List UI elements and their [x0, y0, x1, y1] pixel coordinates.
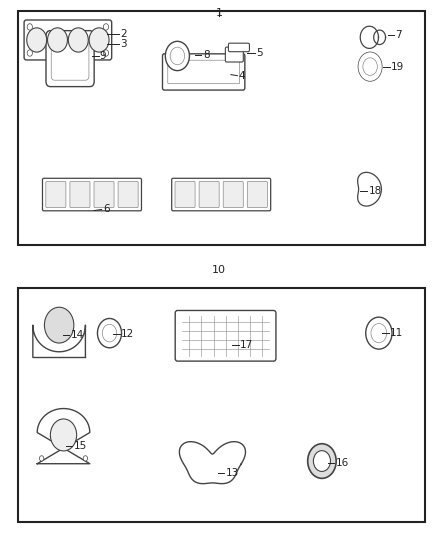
- Circle shape: [371, 324, 387, 343]
- Text: 4: 4: [239, 71, 245, 80]
- Circle shape: [103, 50, 109, 56]
- Circle shape: [89, 28, 109, 52]
- Text: 2: 2: [120, 29, 127, 38]
- FancyBboxPatch shape: [168, 60, 240, 84]
- Bar: [18, 288, 425, 522]
- Polygon shape: [360, 26, 378, 49]
- Circle shape: [27, 50, 32, 56]
- Circle shape: [44, 307, 74, 343]
- Circle shape: [314, 451, 330, 472]
- Text: 9: 9: [100, 51, 106, 61]
- FancyBboxPatch shape: [46, 181, 66, 207]
- Text: 16: 16: [336, 458, 349, 467]
- Text: 7: 7: [396, 30, 402, 40]
- FancyBboxPatch shape: [247, 181, 267, 207]
- FancyBboxPatch shape: [46, 30, 94, 86]
- Circle shape: [83, 456, 88, 461]
- Text: 13: 13: [226, 469, 239, 478]
- Text: 12: 12: [121, 329, 134, 339]
- Circle shape: [103, 23, 109, 30]
- Text: 1: 1: [215, 8, 223, 18]
- FancyBboxPatch shape: [24, 20, 112, 60]
- Polygon shape: [374, 30, 385, 45]
- Circle shape: [27, 28, 46, 52]
- Text: 11: 11: [390, 328, 403, 338]
- FancyBboxPatch shape: [118, 181, 138, 207]
- Circle shape: [50, 419, 77, 451]
- FancyBboxPatch shape: [42, 178, 141, 211]
- FancyBboxPatch shape: [226, 47, 244, 62]
- Text: 10: 10: [212, 265, 226, 275]
- Text: 3: 3: [120, 39, 127, 49]
- FancyBboxPatch shape: [175, 310, 276, 361]
- Text: 15: 15: [74, 441, 87, 451]
- Text: 19: 19: [391, 62, 404, 71]
- FancyBboxPatch shape: [175, 181, 195, 207]
- Circle shape: [27, 23, 32, 30]
- Text: 8: 8: [203, 51, 209, 60]
- Polygon shape: [37, 409, 90, 464]
- Text: 14: 14: [71, 330, 84, 340]
- Text: 18: 18: [368, 186, 381, 196]
- Circle shape: [97, 318, 121, 348]
- Circle shape: [170, 47, 185, 65]
- Circle shape: [358, 52, 382, 82]
- Polygon shape: [358, 172, 381, 206]
- Polygon shape: [180, 442, 246, 483]
- Bar: [18, 11, 425, 245]
- Circle shape: [102, 324, 117, 342]
- Circle shape: [166, 41, 189, 70]
- Circle shape: [68, 28, 88, 52]
- Circle shape: [366, 317, 392, 349]
- Circle shape: [39, 456, 44, 461]
- Circle shape: [363, 58, 377, 76]
- FancyBboxPatch shape: [162, 54, 245, 90]
- FancyBboxPatch shape: [229, 43, 250, 52]
- Circle shape: [47, 28, 67, 52]
- Polygon shape: [33, 325, 85, 357]
- FancyBboxPatch shape: [223, 181, 243, 207]
- Circle shape: [307, 443, 336, 479]
- Text: 5: 5: [256, 49, 263, 58]
- Text: 17: 17: [240, 341, 253, 350]
- FancyBboxPatch shape: [94, 181, 114, 207]
- FancyBboxPatch shape: [51, 37, 89, 80]
- FancyBboxPatch shape: [199, 181, 219, 207]
- FancyBboxPatch shape: [70, 181, 90, 207]
- Text: 6: 6: [103, 205, 110, 214]
- FancyBboxPatch shape: [172, 178, 271, 211]
